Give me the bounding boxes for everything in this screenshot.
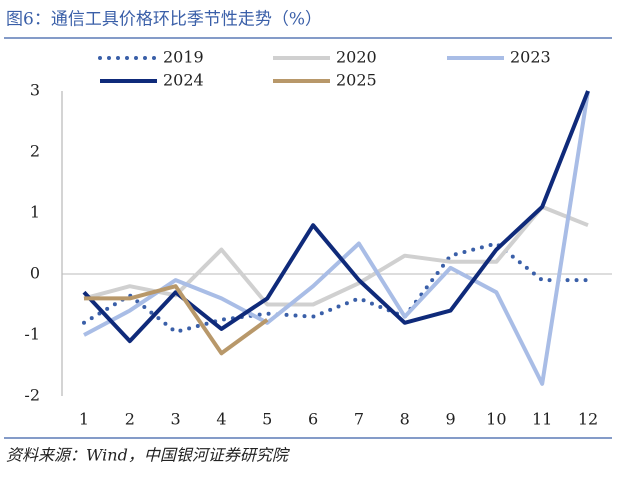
chart-title: 图6：通信工具价格环比季节性走势（%） xyxy=(6,10,322,30)
legend-label: 2020 xyxy=(336,48,377,67)
series-line xyxy=(84,284,269,356)
source: 资料来源：Wind，中国银河证券研究院 xyxy=(6,446,291,465)
x-tick-label: 12 xyxy=(578,410,598,429)
legend-label: 2025 xyxy=(336,71,377,90)
x-tick-label: 8 xyxy=(400,410,410,429)
x-tick-label: 5 xyxy=(262,410,272,429)
series-line xyxy=(82,90,590,344)
y-tick-label: -1 xyxy=(24,325,40,344)
series-line xyxy=(83,204,589,307)
x-tick-label: 10 xyxy=(486,410,506,429)
x-tick-label: 7 xyxy=(354,410,364,429)
y-tick-label: 2 xyxy=(30,142,40,161)
y-tick-label: 0 xyxy=(30,264,40,283)
series-line xyxy=(82,241,590,334)
legend-label: 2023 xyxy=(510,48,551,67)
legend-label: 2019 xyxy=(163,48,204,67)
legend-label: 2024 xyxy=(163,71,204,90)
y-tick-label: 3 xyxy=(30,81,40,100)
y-tick-label: -2 xyxy=(24,386,40,405)
x-tick-label: 3 xyxy=(171,410,181,429)
series-line xyxy=(83,90,590,386)
x-tick-label: 9 xyxy=(445,410,455,429)
y-tick-label: 1 xyxy=(30,203,40,222)
x-tick-label: 11 xyxy=(532,410,552,429)
x-tick-label: 6 xyxy=(308,410,318,429)
x-tick-label: 2 xyxy=(125,410,135,429)
x-tick-label: 1 xyxy=(79,410,89,429)
x-tick-label: 4 xyxy=(216,410,226,429)
